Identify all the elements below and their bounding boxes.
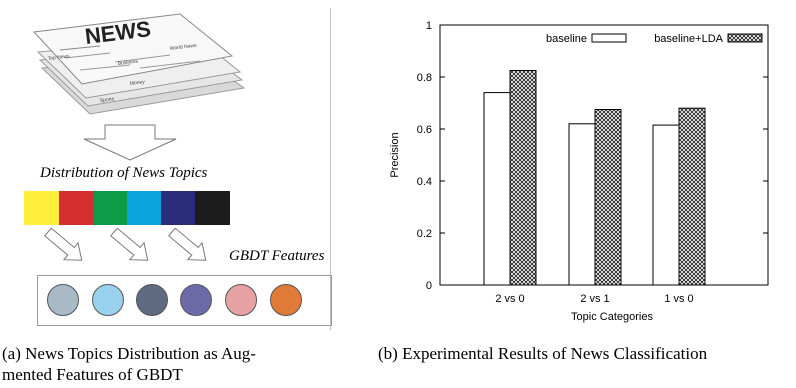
newspaper-section-4: Money <box>130 79 146 87</box>
y-tick-label: 0.2 <box>417 228 432 240</box>
legend-label-baseline: baseline <box>546 33 587 45</box>
x-tick-label: 2 vs 1 <box>580 293 609 305</box>
caption-a-line-2: mented Features of GBDT <box>2 365 183 384</box>
feature-circle <box>136 284 168 316</box>
bar-baseline-lda <box>678 107 706 286</box>
newspaper-icon: NEWS Top News Business World News Money … <box>32 13 246 115</box>
newspaper-section-2: Business <box>118 58 139 66</box>
caption-a-line-1: (a) News Topics Distribution as Aug- <box>2 344 256 363</box>
legend-swatch-baseline-lda <box>727 33 763 43</box>
diagonal-arrow-icon <box>44 228 83 261</box>
y-tick-label: 0.6 <box>417 124 432 136</box>
diagonal-arrow-icons <box>44 228 207 261</box>
y-tick-label: 0.4 <box>417 176 432 188</box>
x-axis-label: Topic Categories <box>571 311 653 323</box>
topic-swatch <box>59 191 93 225</box>
topic-swatch <box>161 191 195 225</box>
down-arrow-icon <box>83 124 177 161</box>
bar-baseline-lda <box>509 70 537 286</box>
feature-circle <box>47 284 79 316</box>
bar-baseline <box>652 124 680 286</box>
newspaper-section-1: Top News <box>48 53 71 62</box>
topic-swatch <box>127 191 161 225</box>
legend-swatch-baseline <box>591 33 627 43</box>
feature-circle <box>92 284 124 316</box>
y-tick-label: 0 <box>426 280 432 292</box>
x-tick-label: 1 vs 0 <box>664 293 693 305</box>
topic-swatch <box>24 191 59 225</box>
legend-label-baseline-lda: baseline+LDA <box>654 33 723 45</box>
diagonal-arrow-icon <box>110 228 149 261</box>
feature-circle <box>180 284 212 316</box>
distribution-label: Distribution of News Topics <box>40 165 208 181</box>
y-axis-label: Precision <box>389 132 401 177</box>
feature-circle <box>270 284 302 316</box>
bar-baseline <box>483 92 511 286</box>
x-tick-label: 2 vs 0 <box>495 293 524 305</box>
y-tick-label: 0.8 <box>417 72 432 84</box>
bar-baseline <box>568 123 596 286</box>
figure-divider <box>330 8 331 330</box>
topic-swatch <box>93 191 127 225</box>
caption-a: (a) News Topics Distribution as Aug- men… <box>2 343 322 385</box>
precision-bar-chart: 0 0.2 0.4 0.6 0.8 1 2 vs 0 2 vs 1 1 vs 0 Topic Ca… <box>389 20 769 323</box>
newspaper-section-5: Sports <box>100 96 116 104</box>
topic-swatch <box>195 191 230 225</box>
bar-baseline-lda <box>594 109 622 286</box>
features-label: GBDT Features <box>229 248 325 264</box>
caption-b: (b) Experimental Results of News Classif… <box>378 344 708 363</box>
newspaper-section-3: World News <box>170 43 198 52</box>
y-tick-label: 1 <box>426 20 432 32</box>
feature-circle <box>225 284 257 316</box>
diagonal-arrow-icon <box>168 228 207 261</box>
